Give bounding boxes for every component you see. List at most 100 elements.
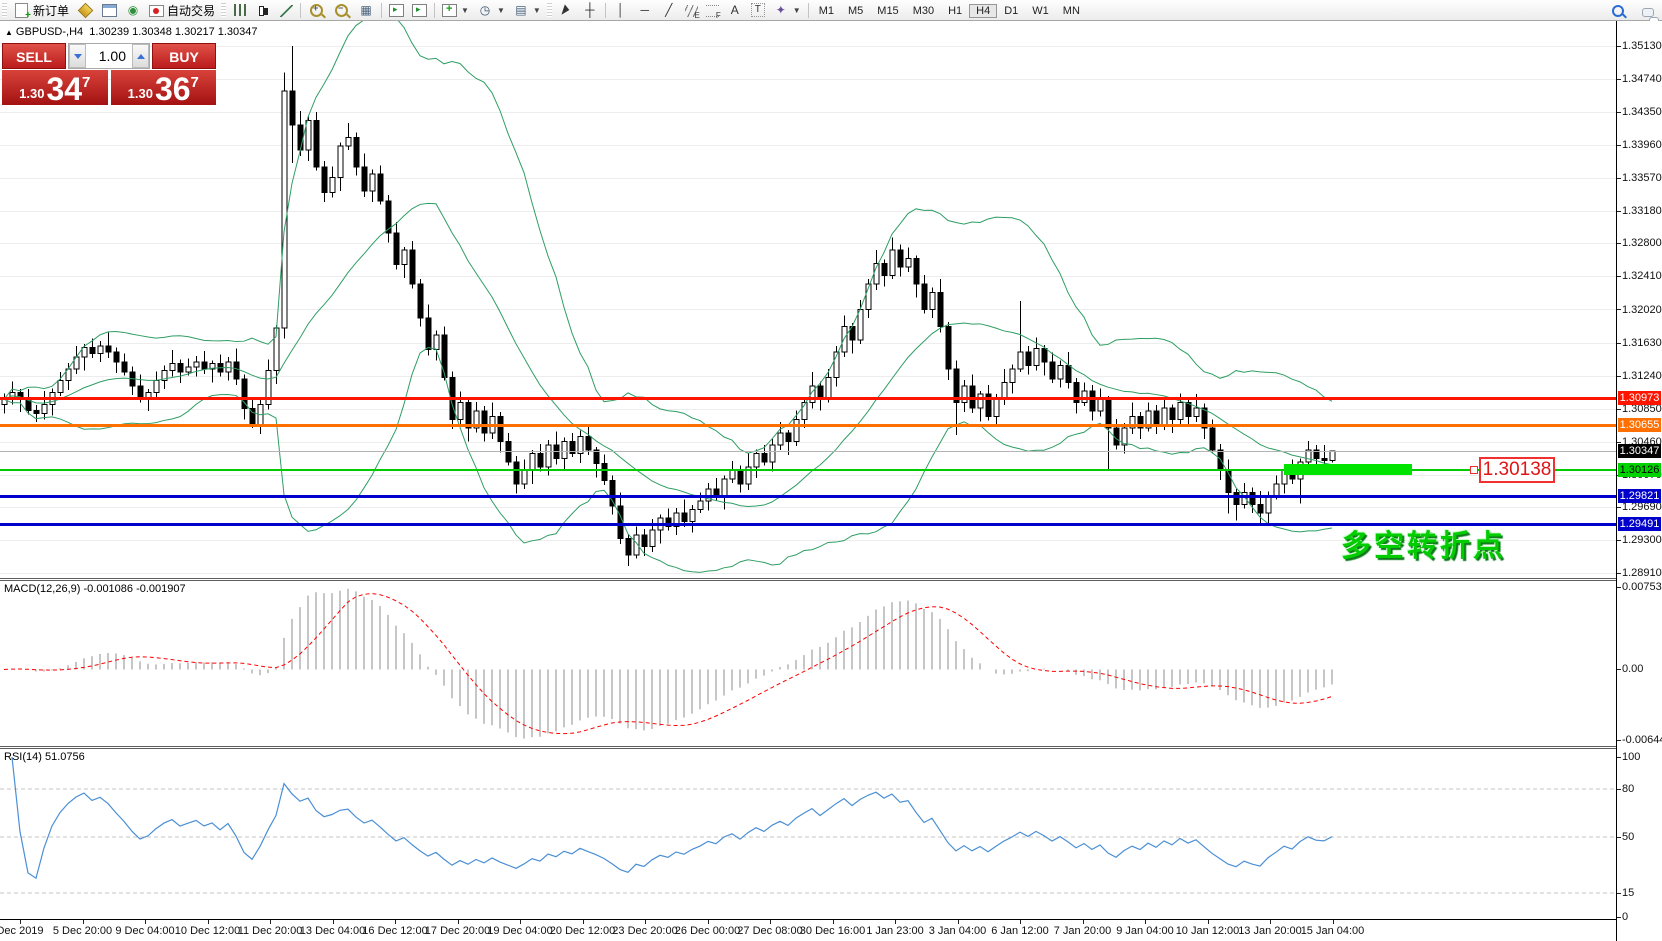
price-callout-label[interactable]: 1.30138 bbox=[1479, 456, 1555, 483]
price-axis-tick-mark bbox=[1617, 409, 1621, 410]
add-indicator-icon bbox=[442, 3, 458, 17]
timeframe-button-w1[interactable]: W1 bbox=[1032, 4, 1049, 17]
chevron-down-icon: ▼ bbox=[461, 5, 469, 15]
buy-button[interactable]: BUY bbox=[152, 43, 216, 69]
signals-button[interactable]: ◉ bbox=[121, 1, 145, 19]
date-tick-mark bbox=[458, 920, 459, 924]
periods-button[interactable]: ◷ ▼ bbox=[473, 1, 509, 19]
text-tool-button[interactable]: A bbox=[723, 1, 747, 19]
chat-button[interactable] bbox=[1638, 2, 1659, 25]
date-axis[interactable]: Dec 2019 5 Dec 20:00 9 Dec 04:00 10 Dec 12:… bbox=[0, 919, 1616, 941]
vertical-line-tool-button[interactable]: │ bbox=[609, 1, 633, 19]
search-button[interactable] bbox=[1606, 2, 1630, 20]
cursor-icon bbox=[561, 3, 571, 17]
line-chart-mode-button[interactable] bbox=[276, 1, 297, 19]
price-axis-tick-mark bbox=[1617, 243, 1621, 244]
horizontal-line-tool-button[interactable]: ─ bbox=[633, 1, 657, 19]
price-axis-tick-label: 1.33570 bbox=[1622, 172, 1662, 185]
rsi-indicator-panel[interactable]: RSI(14) 51.0756 bbox=[0, 749, 1616, 919]
zoom-out-button[interactable] bbox=[329, 1, 354, 19]
price-axis-tick-label: 1.29690 bbox=[1622, 500, 1662, 513]
chinese-annotation-text[interactable]: 多空转折点 bbox=[1341, 530, 1506, 563]
candlestick-mode-button[interactable] bbox=[252, 1, 276, 19]
rsi-axis-tick bbox=[1617, 917, 1621, 918]
new-chart-button[interactable] bbox=[98, 1, 121, 19]
date-tick-mark bbox=[1020, 920, 1021, 924]
rsi-axis-tick bbox=[1617, 757, 1621, 758]
timeframe-button-m5[interactable]: M5 bbox=[848, 4, 864, 17]
line-chart-icon bbox=[280, 4, 294, 17]
panel-separator[interactable] bbox=[0, 746, 1662, 749]
timeframe-button-m15[interactable]: M15 bbox=[877, 4, 899, 17]
sell-price-display[interactable]: 1.30 34 7 bbox=[2, 70, 108, 105]
crosshair-tool-button[interactable]: ┼ bbox=[578, 1, 602, 19]
equidistant-channel-tool-button[interactable] bbox=[681, 1, 702, 20]
volume-increase-button[interactable] bbox=[132, 44, 149, 68]
timeframe-button-d1[interactable]: D1 bbox=[1004, 4, 1019, 17]
collapse-arrow-icon[interactable]: ▲ bbox=[5, 28, 13, 37]
bar-chart-mode-button[interactable] bbox=[228, 1, 252, 19]
cursor-tool-button[interactable] bbox=[554, 1, 578, 19]
date-tick-mark bbox=[395, 920, 396, 924]
macd-indicator-panel[interactable]: MACD(12,26,9) -0.001086 -0.001907 bbox=[0, 581, 1616, 746]
timeframe-button-m1[interactable]: M1 bbox=[818, 4, 834, 17]
price-axis-tick-mark bbox=[1617, 573, 1621, 574]
timeframe-button-h1[interactable]: H1 bbox=[948, 4, 963, 17]
separator bbox=[434, 2, 436, 18]
price-axis-tick-mark bbox=[1617, 46, 1621, 47]
date-tick-mark bbox=[895, 920, 896, 924]
arrow-up-icon bbox=[136, 53, 145, 59]
indicators-button[interactable]: ▼ bbox=[438, 1, 473, 19]
date-tick-label: 9 Jan 04:00 bbox=[1116, 925, 1174, 937]
arrows-tool-button[interactable]: ✦ ▼ bbox=[769, 1, 805, 19]
auto-scroll-button[interactable] bbox=[385, 1, 408, 19]
rsi-axis-tick bbox=[1617, 789, 1621, 790]
price-axis[interactable]: 1.35130 1.34740 1.34350 1.33960 1.33570 1.331… bbox=[1616, 21, 1662, 941]
date-tick-label: 7 Jan 20:00 bbox=[1053, 925, 1112, 937]
timeframe-button-h4[interactable]: H4 bbox=[969, 3, 998, 18]
timeframe-button-mn[interactable]: MN bbox=[1062, 4, 1080, 17]
toolbar-grip[interactable] bbox=[2, 3, 7, 17]
volume-decrease-button[interactable] bbox=[69, 44, 86, 68]
auto-trading-button[interactable]: 自动交易 bbox=[145, 1, 219, 19]
toolbar-grip[interactable] bbox=[221, 3, 227, 17]
rsi-axis-label: 100 bbox=[1622, 751, 1641, 763]
market-watch-button[interactable] bbox=[73, 1, 98, 19]
date-tick-mark bbox=[1145, 920, 1146, 924]
volume-input[interactable]: 1.00 bbox=[98, 48, 126, 64]
panel-separator[interactable] bbox=[0, 578, 1662, 581]
macd-axis-max-tick bbox=[1617, 587, 1621, 588]
main-price-chart[interactable]: ▲ GBPUSD-,H4 1.30239 1.30348 1.30217 1.30… bbox=[0, 21, 1616, 578]
macd-axis-min-tick bbox=[1617, 740, 1621, 741]
date-tick-label: 5 Dec 20:00 bbox=[52, 925, 113, 937]
tile-windows-button[interactable]: ▦ bbox=[354, 1, 378, 19]
price-axis-tick-label: 1.32020 bbox=[1622, 303, 1662, 316]
auto-trading-label: 自动交易 bbox=[167, 3, 216, 18]
toolbar-grip[interactable] bbox=[546, 3, 552, 17]
text-label-tool-button[interactable]: T bbox=[747, 1, 769, 19]
highlight-rectangle-object[interactable] bbox=[1284, 464, 1412, 476]
separator bbox=[807, 2, 809, 18]
new-order-button[interactable]: 新订单 bbox=[9, 1, 73, 21]
templates-button[interactable]: ▤ ▼ bbox=[509, 1, 545, 19]
fibonacci-tool-button[interactable] bbox=[702, 1, 723, 20]
trendline-tool-button[interactable]: ╱ bbox=[657, 1, 681, 19]
price-callout-anchor[interactable] bbox=[1470, 465, 1478, 474]
zoom-in-button[interactable] bbox=[304, 1, 329, 19]
price-axis-tick-label: 1.28910 bbox=[1622, 567, 1662, 579]
sell-button[interactable]: SELL bbox=[2, 43, 66, 69]
price-axis-tick-label: 1.31240 bbox=[1622, 369, 1662, 382]
ohlc-values: 1.30239 1.30348 1.30217 1.30347 bbox=[89, 26, 258, 38]
timeframe-button-m30[interactable]: M30 bbox=[912, 4, 935, 17]
date-tick-mark bbox=[83, 920, 84, 924]
chart-shift-button[interactable] bbox=[408, 1, 431, 19]
date-tick-label: 19 Dec 04:00 bbox=[487, 925, 553, 937]
price-axis-tick-label: 1.34350 bbox=[1622, 106, 1662, 119]
symbol-ohlc-header: ▲ GBPUSD-,H4 1.30239 1.30348 1.30217 1.30… bbox=[5, 26, 258, 38]
clock-icon: ◷ bbox=[479, 3, 491, 17]
buy-price-display[interactable]: 1.30 36 7 bbox=[110, 70, 216, 105]
chat-icon bbox=[1642, 7, 1659, 25]
horizontal-line-object bbox=[0, 495, 1616, 498]
trendline-icon: ╱ bbox=[665, 3, 673, 17]
